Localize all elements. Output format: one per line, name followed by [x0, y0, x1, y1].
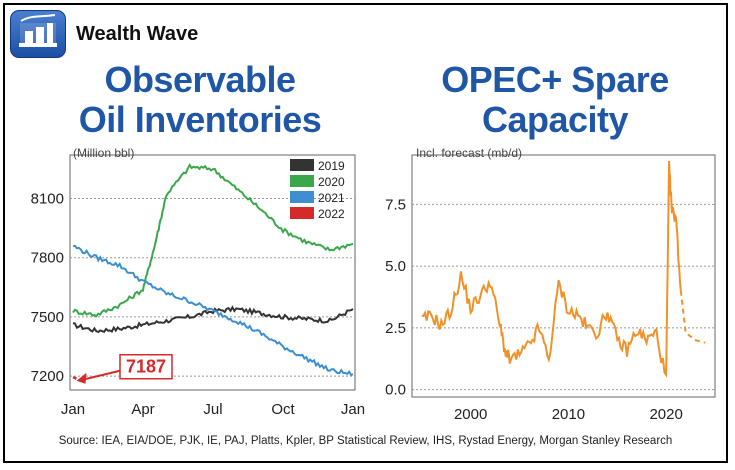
plot-border	[69, 154, 356, 391]
y-tick-label: 2.5	[385, 320, 406, 337]
y-tick-label: 0.0	[385, 382, 406, 399]
figure-frame	[3, 3, 728, 463]
y-tick-label: 7.5	[385, 196, 406, 213]
brand: Wealth Wave	[10, 10, 198, 58]
left-chart-title: Observable Oil Inventories	[78, 59, 322, 140]
legend-label-2019: 2019	[318, 159, 345, 173]
brand-name: Wealth Wave	[76, 22, 199, 45]
right-chart-title: OPEC+ Spare Capacity	[441, 59, 669, 140]
x-tick-label: Jan	[61, 401, 85, 418]
legend-swatch-2021	[290, 191, 314, 203]
inventory-chart: 7200 7500 7800 8100 Jan Apr Jul Oct Jan (Million …	[31, 146, 365, 418]
opec-spare-capacity-chart: 0.0 2.5 5.0 7.5 2000 2010 2020 Incl. forecast (…	[385, 146, 716, 423]
legend-swatch-2020	[290, 175, 314, 187]
unit-label: (Million bbl)	[73, 146, 134, 160]
legend-label-2021: 2021	[318, 191, 345, 205]
spare-capacity-actual-line	[421, 160, 682, 378]
x-tick-label: Jul	[203, 401, 222, 418]
x-tick-label: 2000	[454, 406, 487, 423]
x-tick-label: Jan	[341, 401, 365, 418]
unit-label: Incl. forecast (mb/d)	[416, 146, 522, 160]
annotation-box	[119, 353, 173, 380]
y-tick-label: 8100	[31, 190, 64, 207]
annotation-arrow	[82, 369, 121, 381]
legend-swatch-2022	[290, 207, 314, 219]
wealth-wave-logo-icon	[10, 10, 66, 58]
y-tick-label: 7800	[31, 250, 64, 267]
legend-label-2020: 2020	[318, 175, 345, 189]
y-tick-label: 7500	[31, 309, 64, 326]
y-tick-label: 7200	[31, 368, 64, 385]
plot-border	[411, 154, 716, 398]
annotation-value: 7187	[126, 357, 166, 377]
y-tick-label: 5.0	[385, 258, 406, 275]
x-tick-label: 2020	[649, 406, 682, 423]
series-2019-line	[72, 305, 354, 334]
annotation-arrowhead	[76, 372, 87, 384]
legend-label-2022: 2022	[318, 207, 345, 221]
source-note: Source: IEA, EIA/DOE, PJK, IE, PAJ, Plat…	[58, 435, 673, 447]
series-2021-line	[72, 244, 354, 377]
x-tick-label: 2010	[552, 406, 585, 423]
spare-capacity-forecast-line	[679, 290, 706, 344]
legend-swatch-2019	[290, 159, 314, 171]
x-tick-label: Oct	[271, 401, 295, 418]
series-2022-line	[72, 376, 78, 380]
x-tick-label: Apr	[131, 401, 154, 418]
series-2020-line	[72, 163, 354, 318]
